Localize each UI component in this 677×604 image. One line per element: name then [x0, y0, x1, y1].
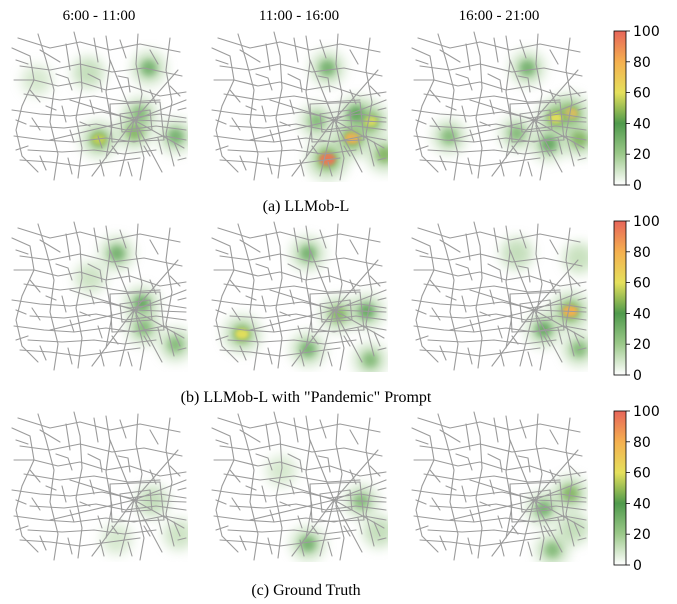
heat-layer [223, 236, 387, 372]
heat-layer [501, 237, 588, 366]
colorbar-tick-label: 20 [633, 527, 651, 543]
hotspot [563, 242, 588, 274]
heatmap [211, 221, 387, 372]
panel-row [11, 411, 588, 562]
colorbar: 0 20 40 60 80 100 [613, 404, 660, 574]
hotspot [291, 527, 325, 561]
heatmap [411, 221, 588, 371]
colorbar-tick-label: 100 [633, 214, 660, 230]
column-header: 16:00 - 21:00 [459, 8, 540, 24]
road-network [411, 221, 587, 371]
hotspot [367, 137, 388, 172]
heatmap [411, 31, 588, 181]
heatmap [11, 221, 188, 371]
colorbar-tick-label: 100 [633, 24, 660, 40]
panel-caption: (a) LLMob-L [263, 198, 350, 215]
hotspot [74, 262, 106, 294]
road-network [411, 31, 587, 181]
colorbar-tick-label: 60 [633, 276, 651, 292]
colorbar-tick-label: 60 [633, 466, 651, 482]
colorbar-tick-label: 20 [633, 147, 651, 163]
hotspot [223, 315, 261, 353]
colorbar-tick-label: 0 [633, 178, 642, 194]
colorbar-tick-label: 80 [633, 55, 651, 71]
hotspot [72, 57, 104, 89]
colorbar-tick-label: 20 [633, 337, 651, 353]
heatmap [11, 411, 188, 561]
hotspot [536, 533, 569, 562]
colorbar-gradient [613, 220, 627, 376]
colorbar-tick-label: 80 [633, 245, 651, 261]
colorbar-tick-label: 80 [633, 435, 651, 451]
hotspot [159, 119, 188, 153]
road-network [11, 31, 187, 181]
colorbar-gradient [613, 30, 627, 186]
colorbar-tick-label: 0 [633, 368, 642, 384]
colorbar-gradient [613, 410, 627, 566]
road-network [11, 411, 187, 561]
hotspot [100, 236, 134, 270]
colorbar: 0 20 40 60 80 100 [613, 24, 660, 194]
colorbar-tick-label: 40 [633, 116, 651, 132]
hotspot [132, 51, 166, 85]
colorbar-tick-label: 60 [633, 86, 651, 102]
heatmap [11, 31, 188, 181]
panel-caption: (b) LLMob-L with "Pandemic" Prompt [181, 389, 432, 406]
colorbar-tick-label: 100 [633, 404, 660, 420]
heatmap [211, 411, 388, 561]
hotspot [558, 512, 588, 545]
hotspot [433, 120, 466, 153]
colorbar-tick-label: 40 [633, 306, 651, 322]
heatmap [411, 411, 588, 562]
road-network [211, 31, 387, 181]
hotspot [501, 237, 533, 270]
column-header: 6:00 - 11:00 [63, 8, 136, 24]
heatmap [211, 31, 388, 181]
column-header: 11:00 - 16:00 [259, 8, 339, 24]
heat-layer [101, 485, 188, 555]
panel-caption: (c) Ground Truth [251, 582, 360, 599]
colorbar-tick-label: 0 [633, 558, 642, 574]
colorbar: 0 20 40 60 80 100 [613, 214, 660, 384]
panel-row [11, 221, 588, 372]
colorbar-tick-label: 40 [633, 496, 651, 512]
panel-row [11, 31, 588, 181]
